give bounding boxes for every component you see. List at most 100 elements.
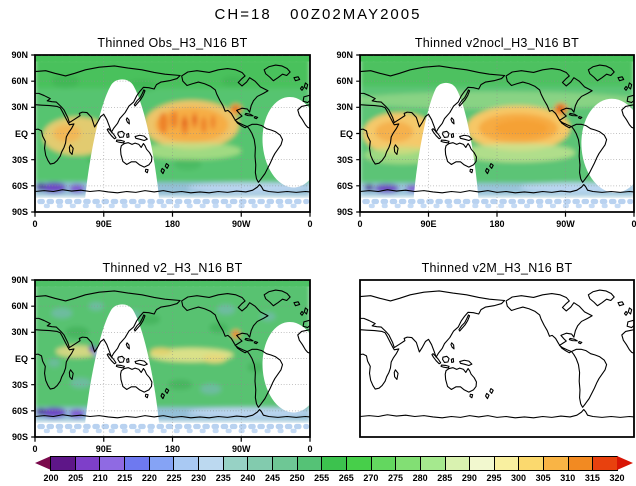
figure-title: CH=18 00Z02MAY2005 bbox=[214, 6, 422, 23]
lat-label: 90S bbox=[336, 207, 353, 217]
colorbar-label: 265 bbox=[338, 473, 354, 483]
colorbar-segment bbox=[222, 457, 248, 470]
colorbar-label: 210 bbox=[92, 473, 108, 483]
colorbar-label: 240 bbox=[240, 473, 256, 483]
panel-title: Thinned v2nocl_H3_N16 BT bbox=[414, 36, 580, 50]
colorbar-label: 275 bbox=[388, 473, 404, 483]
colorbar-label: 245 bbox=[264, 473, 280, 483]
lon-label: 0 bbox=[307, 219, 313, 229]
colorbar-label: 295 bbox=[486, 473, 502, 483]
colorbar-label: 200 bbox=[43, 473, 59, 483]
lat-label: EQ bbox=[14, 128, 28, 139]
panel-v2: Thinned v2_H3_N16 BT bbox=[11, 261, 312, 454]
world-map-v2m bbox=[360, 280, 634, 437]
colorbar-label: 270 bbox=[363, 473, 379, 483]
colorbar-segment bbox=[173, 457, 198, 470]
colorbar-segment bbox=[419, 457, 445, 470]
lon-label: 90E bbox=[420, 219, 437, 229]
lat-label: 60S bbox=[11, 180, 28, 191]
colorbar-label: 205 bbox=[68, 473, 84, 483]
lat-label: 90S bbox=[11, 432, 28, 442]
lat-label: 60S bbox=[11, 405, 28, 416]
lon-label: 180 bbox=[489, 219, 505, 229]
lon-label: 0 bbox=[307, 444, 313, 454]
lat-label: 30N bbox=[11, 327, 28, 338]
colorbar-segment bbox=[345, 457, 371, 470]
colorbar-segment bbox=[271, 457, 297, 470]
colorbar-segment bbox=[493, 457, 519, 470]
colorbar-segment bbox=[469, 457, 494, 470]
lon-label: 90E bbox=[95, 444, 112, 454]
colorbar-segment bbox=[567, 457, 593, 470]
colorbar-segment bbox=[99, 457, 124, 470]
colorbar: 200 205 210 215 220 225 230 235 240 245 250 255 265 2… bbox=[35, 456, 633, 483]
lat-label: 60N bbox=[11, 76, 28, 87]
colorbar-label: 290 bbox=[461, 473, 477, 483]
colorbar-label: 230 bbox=[191, 473, 207, 483]
colorbar-label: 215 bbox=[117, 473, 133, 483]
colorbar-label: 250 bbox=[289, 473, 305, 483]
lon-label: 90E bbox=[95, 219, 112, 229]
colorbar-segment bbox=[74, 457, 100, 470]
colorbar-left-arrow bbox=[35, 456, 51, 470]
panel-obs: Thinned Obs_H3_N16 BT bbox=[11, 36, 312, 229]
colorbar-label: 315 bbox=[584, 473, 600, 483]
colorbar-body: 200 205 210 215 220 225 230 235 240 245 250 255 265 2… bbox=[43, 456, 625, 483]
lat-label: 90N bbox=[336, 50, 353, 60]
lat-label: 30N bbox=[11, 102, 28, 113]
colorbar-label: 280 bbox=[412, 473, 428, 483]
lat-label: 60N bbox=[336, 76, 353, 87]
lat-label: EQ bbox=[339, 128, 353, 139]
colorbar-segment bbox=[592, 457, 618, 470]
lon-label: 90W bbox=[231, 444, 251, 454]
panel-title: Thinned v2M_H3_N16 BT bbox=[421, 261, 573, 275]
lon-label: 180 bbox=[164, 444, 181, 454]
colorbar-label: 300 bbox=[511, 473, 527, 483]
colorbar-segment bbox=[444, 457, 470, 470]
colorbar-label: 320 bbox=[609, 473, 625, 483]
colorbar-label: 255 bbox=[314, 473, 330, 483]
lat-label: 30S bbox=[11, 154, 28, 165]
lat-label: 90N bbox=[11, 50, 28, 60]
colorbar-label: 305 bbox=[535, 473, 551, 483]
colorbar-segment bbox=[518, 457, 544, 470]
panel-title: Thinned Obs_H3_N16 BT bbox=[97, 36, 248, 50]
lat-label: 90N bbox=[11, 275, 28, 285]
lat-label: 30S bbox=[11, 379, 28, 390]
world-map-v2nocl bbox=[356, 55, 634, 217]
lon-label: 90W bbox=[231, 219, 251, 229]
colorbar-segment bbox=[197, 457, 223, 470]
lon-label: 0 bbox=[32, 444, 38, 454]
colorbar-segment bbox=[51, 457, 75, 470]
colorbar-label: 225 bbox=[166, 473, 182, 483]
panel-v2m: Thinned v2M_H3_N16 BT bbox=[360, 261, 634, 437]
colorbar-segment bbox=[296, 457, 322, 470]
colorbar-segment bbox=[543, 457, 568, 470]
colorbar-segment bbox=[321, 457, 346, 470]
lat-label: 60N bbox=[11, 301, 28, 312]
panel-title: Thinned v2_H3_N16 BT bbox=[102, 261, 243, 275]
lat-label: EQ bbox=[14, 353, 28, 364]
lon-label: 90W bbox=[556, 219, 575, 229]
world-map-v2 bbox=[31, 280, 310, 442]
lat-label: 60S bbox=[336, 180, 353, 191]
colorbar-segment bbox=[395, 457, 420, 470]
world-map-obs bbox=[31, 55, 310, 217]
lon-label: 0 bbox=[631, 219, 636, 229]
colorbar-segment bbox=[148, 457, 174, 470]
colorbar-segment bbox=[370, 457, 396, 470]
colorbar-label: 220 bbox=[141, 473, 157, 483]
lon-label: 0 bbox=[357, 219, 363, 229]
lat-label: 30N bbox=[336, 102, 353, 113]
lat-label: 90S bbox=[11, 207, 28, 217]
lon-label: 180 bbox=[164, 219, 181, 229]
colorbar-segment bbox=[123, 457, 149, 470]
colorbar-right-arrow bbox=[617, 456, 633, 470]
panel-v2nocl: Thinned v2nocl_H3_N16 BT bbox=[336, 36, 636, 229]
lat-label: 30S bbox=[336, 154, 353, 165]
colorbar-segment bbox=[247, 457, 272, 470]
colorbar-label: 285 bbox=[437, 473, 453, 483]
colorbar-label: 235 bbox=[215, 473, 231, 483]
colorbar-label: 310 bbox=[560, 473, 576, 483]
